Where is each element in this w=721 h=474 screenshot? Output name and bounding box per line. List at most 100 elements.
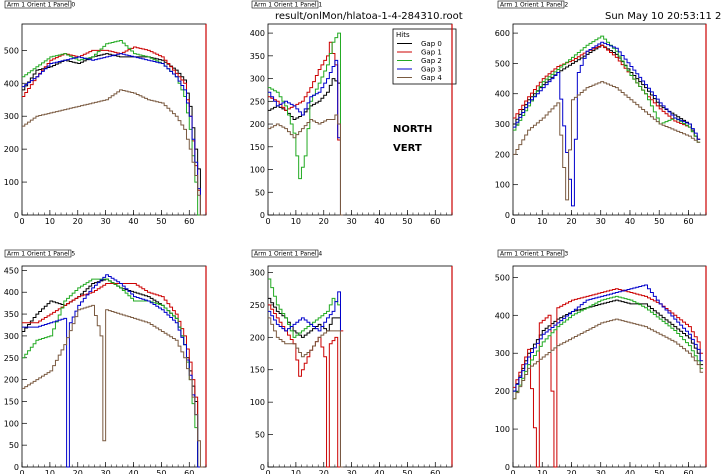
x-tick-label: 0 [265,217,270,226]
panel-title: Arm 1 Orient 1 Panel 4 [254,251,322,258]
x-tick-label: 20 [319,469,329,474]
x-tick-label: 60 [430,217,440,226]
x-tick-label: 20 [319,217,329,226]
series-line [513,81,701,201]
series-line [268,59,344,216]
x-tick-label: 10 [537,217,547,226]
legend-box [392,28,457,85]
series-line [513,35,701,143]
series-line [22,89,204,216]
y-tick-label: 100 [250,398,265,407]
x-tick-label: 20 [566,217,576,226]
series-line [513,44,701,140]
x-tick-label: 50 [156,469,166,474]
panel-title-box [497,0,565,9]
panel: Arm 1 Orient 1 Panel 1 0 10 20 30 40 50 60 0 50 10… [250,0,453,226]
legend-entry: Gap 2 [421,57,442,65]
y-tick-label: 400 [4,288,19,297]
y-tick-label: 500 [495,59,510,68]
y-tick-label: 50 [9,441,19,450]
y-tick-label: 450 [4,266,19,275]
y-tick-label: 0 [14,211,19,220]
y-tick-label: 150 [250,143,265,152]
y-tick-label: 350 [250,52,265,61]
x-tick-label: 60 [683,469,693,474]
x-tick-label: 60 [184,469,194,474]
x-tick-label: 40 [128,469,138,474]
x-tick-label: 40 [374,217,384,226]
y-tick-label: 300 [495,349,510,358]
x-tick-label: 30 [347,469,357,474]
y-tick-label: 500 [495,273,510,282]
y-tick-label: 100 [4,419,19,428]
y-tick-label: 50 [255,188,265,197]
plot-frame [512,265,707,468]
y-tick-label: 400 [495,311,510,320]
x-tick-label: 30 [596,217,606,226]
x-tick-label: 30 [101,469,111,474]
series-line [268,304,344,468]
x-tick-label: 50 [402,217,412,226]
y-tick-label: 300 [495,120,510,129]
legend-entry: Gap 4 [421,74,442,82]
panel-title-box [251,249,319,258]
x-tick-label: 0 [19,469,24,474]
series-line [513,288,704,468]
plot-frame [21,265,207,468]
y-tick-label: 300 [250,268,265,277]
x-tick-label: 50 [402,469,412,474]
y-tick-label: 200 [250,333,265,342]
panel: Arm 1 Orient 1 Panel 4 0 10 20 30 40 50 60 0 50 10… [250,249,453,474]
panels: Arm 1 Orient 1 Panel 00 10 20 30 40 50 6001002… [4,0,707,474]
y-tick-label: 0 [14,463,19,472]
y-tick-label: 0 [505,463,510,472]
x-tick-label: 30 [101,217,111,226]
series-line [22,46,204,216]
series-line [513,299,704,392]
series-line [22,278,201,468]
series-line [22,282,201,468]
series-line [22,53,204,216]
y-tick-label: 100 [4,178,19,187]
legend-title: Hits [396,31,410,39]
x-tick-label: 50 [654,217,664,226]
panel: Arm 1 Orient 1 Panel 3 0 10 20 30 40 50 60 0 100 2… [495,249,707,474]
plot-frame [267,265,453,468]
series-line [268,317,344,468]
y-tick-label: 400 [4,79,19,88]
annotation-north: NORTH [393,124,432,135]
series-line [513,295,704,400]
series-line [513,41,701,207]
y-tick-label: 300 [4,332,19,341]
y-tick-label: 250 [250,97,265,106]
x-tick-label: 60 [184,217,194,226]
y-tick-label: 200 [495,387,510,396]
y-tick-label: 600 [495,29,510,38]
y-tick-label: 500 [4,46,19,55]
series-line [268,278,344,468]
panel-title-box [251,0,319,9]
panel-title-box [4,249,72,258]
x-tick-label: 20 [566,469,576,474]
panel-title: Arm 1 Orient 1 Panel 1 [254,2,322,9]
series-line [268,32,344,216]
y-tick-label: 200 [250,120,265,129]
y-tick-label: 0 [260,463,265,472]
y-tick-label: 150 [250,366,265,375]
y-tick-label: 150 [4,397,19,406]
file-path: result/onlMon/hlatoa-1-4-284310.root [275,11,463,22]
y-tick-label: 0 [260,211,265,220]
legend-entry: Gap 0 [421,40,442,48]
annotation-vert: VERT [393,143,422,154]
series-line [22,274,201,468]
x-tick-label: 0 [19,217,24,226]
timestamp: Sun May 10 20:53:11 2009 [605,11,721,22]
y-tick-label: 100 [495,181,510,190]
y-tick-label: 200 [4,376,19,385]
series-line [268,291,344,468]
y-tick-label: 300 [250,75,265,84]
panel-title-box [4,0,72,9]
series-line [268,78,344,216]
